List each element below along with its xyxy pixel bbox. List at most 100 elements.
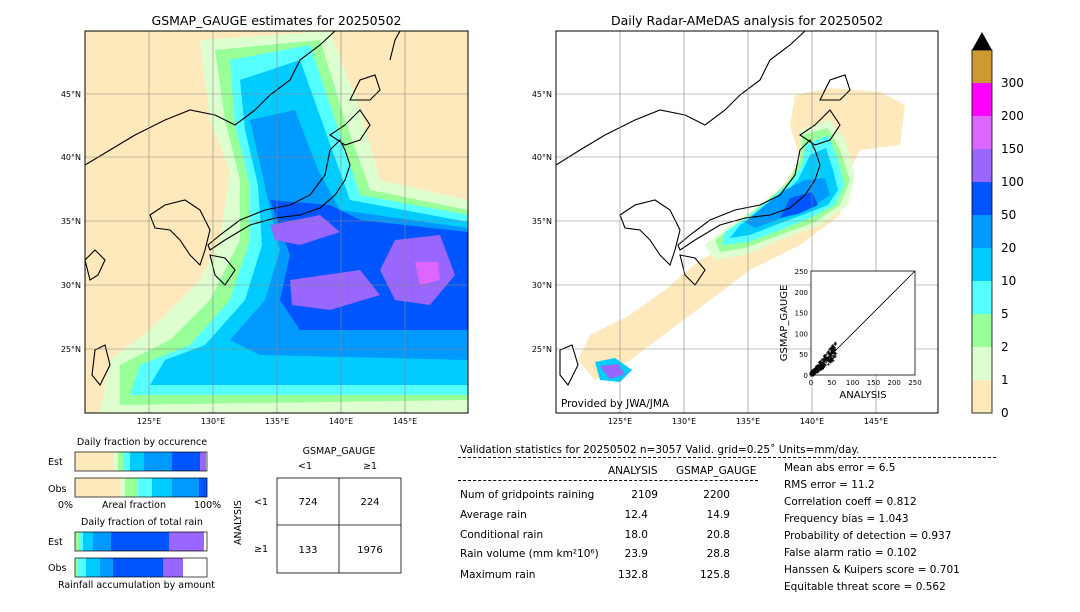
left-lat-tick: 30°N	[61, 281, 81, 290]
left-lon-tick: 145°E	[393, 417, 417, 426]
colorbar-segment	[972, 50, 992, 83]
colorbar-label: 10	[1001, 274, 1016, 288]
left-lat-tick: 45°N	[61, 90, 81, 99]
left-map-title: GSMAP_GAUGE estimates for 20250502	[151, 13, 402, 28]
score-line: Equitable threat score = 0.562	[784, 581, 946, 593]
scatter-point	[830, 357, 834, 361]
contingency-cell: 724	[298, 497, 317, 508]
validation-row-gsmap: 28.8	[706, 548, 730, 560]
total-rain-chart	[74, 531, 208, 578]
scatter-point	[811, 368, 815, 372]
scatter-y-tick: 150	[795, 310, 808, 318]
colorbar-label: 200	[1001, 109, 1024, 123]
score-line: Probability of detection = 0.937	[784, 530, 952, 542]
right-lat-tick: 35°N	[532, 217, 552, 226]
contingency-cell: 1976	[357, 545, 382, 556]
scatter-point	[820, 365, 824, 369]
colorbar-segment	[972, 116, 992, 149]
scatter-xlabel: ANALYSIS	[839, 390, 886, 401]
scatter-x-tick: 150	[867, 379, 880, 387]
right-map: 45°N 40°N 35°N 30°N 25°N 125°E 130°E 135…	[532, 30, 939, 426]
total-rain-label-est: Est	[48, 537, 63, 548]
scatter-point	[831, 344, 835, 348]
scatter-point	[828, 347, 832, 351]
scatter-point	[817, 364, 821, 368]
data-credit: Provided by JWA/JMA	[561, 398, 670, 410]
scatter-point	[822, 362, 826, 366]
total-rain-label-obs: Obs	[48, 563, 67, 574]
scatter-point	[826, 359, 830, 363]
validation-col-gsmap: GSMAP_GAUGE	[676, 465, 757, 477]
validation-row-label: Rain volume (mm km²10⁶)	[460, 548, 599, 560]
colorbar-label: 0	[1001, 406, 1009, 420]
scatter-y-tick: 0	[804, 372, 808, 380]
colorbar-label: 50	[1001, 208, 1016, 222]
validation-row-analysis: 12.4	[624, 509, 648, 521]
occurrence-axis-middle: Areal fraction	[102, 500, 167, 511]
contingency-cell: 224	[360, 497, 379, 508]
scatter-point	[833, 354, 837, 358]
scatter-y-tick: 50	[799, 351, 808, 359]
right-lon-tick: 125°E	[608, 417, 632, 426]
scatter-points	[809, 341, 838, 377]
left-coastlines	[85, 31, 401, 387]
scatter-point	[828, 347, 832, 351]
scatter-y-tick: 200	[795, 289, 808, 297]
scatter-point	[810, 371, 814, 375]
scatter-point	[809, 373, 813, 377]
contingency-col-label: ≥1	[363, 461, 378, 472]
colorbar-segment	[972, 215, 992, 248]
scatter-point	[826, 350, 830, 354]
scatter-point	[812, 373, 816, 377]
scatter-point	[827, 356, 831, 360]
left-lon-tick: 135°E	[265, 417, 289, 426]
validation-row-analysis: 2109	[631, 489, 658, 501]
total-rain-est-bar	[74, 531, 208, 552]
occurrence-label-est: Est	[48, 457, 63, 468]
colorbar-segment	[972, 149, 992, 182]
colorbar: 0 1 2 5 10 20 50 100 150 200 300	[971, 32, 1024, 420]
validation-header: Validation statistics for 20250502 n=305…	[460, 444, 860, 456]
total-rain-title: Daily fraction of total rain	[81, 517, 203, 528]
colorbar-segment	[972, 83, 992, 116]
left-lat-tick: 40°N	[61, 153, 81, 162]
scatter-point	[818, 366, 822, 370]
colorbar-label: 20	[1001, 241, 1016, 255]
validation-row-gsmap: 20.8	[706, 529, 730, 541]
validation-row-analysis: 18.0	[624, 529, 648, 541]
occurrence-label-obs: Obs	[48, 484, 67, 495]
scatter-x-tick: 0	[809, 379, 813, 387]
scatter-ylabel: GSMAP_GAUGE	[779, 285, 790, 362]
contingency-title: GSMAP_GAUGE	[302, 446, 376, 457]
left-lat-tick: 25°N	[61, 345, 81, 354]
occurrence-axis-left: 0%	[58, 500, 74, 511]
colorbar-segment	[972, 380, 992, 413]
contingency-row-label: <1	[254, 497, 269, 508]
scatter-point	[827, 359, 831, 363]
colorbar-label: 150	[1001, 142, 1024, 156]
score-line: False alarm ratio = 0.102	[784, 547, 917, 559]
left-lon-tick: 125°E	[137, 417, 161, 426]
right-coastlines	[556, 31, 851, 387]
scatter-point	[822, 359, 826, 363]
colorbar-label: 5	[1001, 307, 1009, 321]
right-lat-tick: 45°N	[532, 90, 552, 99]
scatter-x-tick: 100	[846, 379, 859, 387]
contingency-row-title: ANALYSIS	[233, 500, 244, 545]
colorbar-label: 2	[1001, 340, 1009, 354]
scatter-y-tick: 100	[795, 330, 808, 338]
left-map: 45°N 40°N 35°N 30°N 25°N 125°E 130°E 135…	[61, 30, 469, 426]
occurrence-title: Daily fraction by occurence	[76, 437, 208, 448]
colorbar-extend-arrow	[972, 32, 992, 50]
colorbar-segment	[972, 248, 992, 281]
scatter-point	[824, 358, 828, 362]
validation-row-label: Conditional rain	[460, 529, 544, 541]
left-precip-field	[100, 31, 468, 413]
scatter-inset: 0 50 100 150 200 250 0 50 100 150 200 250 ANALYSIS…	[779, 268, 922, 401]
occurrence-est-bar	[74, 451, 208, 472]
colorbar-segment	[972, 182, 992, 215]
right-lon-tick: 140°E	[800, 417, 824, 426]
right-lat-tick: 25°N	[532, 345, 552, 354]
scatter-point	[826, 362, 830, 366]
scatter-point	[823, 355, 827, 359]
